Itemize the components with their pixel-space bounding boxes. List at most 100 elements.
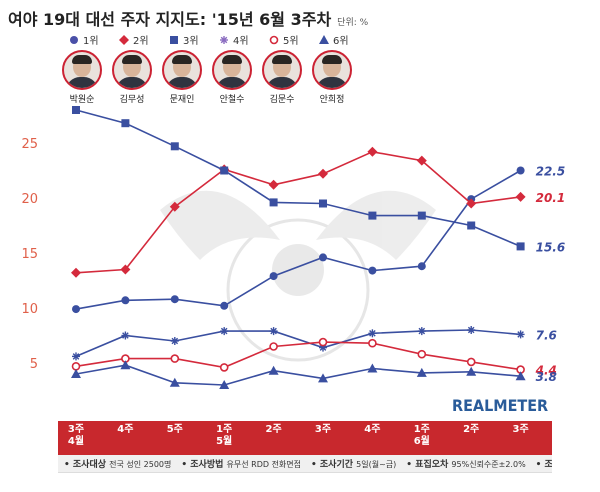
survey-info-value: 유무선 RDD 전화면접 [226, 460, 302, 469]
candidate: 안철수 [210, 50, 254, 105]
data-point [515, 191, 526, 202]
data-point [120, 264, 131, 275]
legend-item: 6위 [318, 32, 349, 47]
data-point [121, 119, 130, 128]
series-path [75, 109, 521, 248]
brand-logo: REALMETER [452, 396, 549, 415]
end-value-label: 22.5 [536, 165, 566, 179]
candidate-name: 김무성 [119, 95, 145, 105]
data-point [367, 363, 378, 373]
data-point [368, 338, 377, 348]
survey-info-item: • 조사기관 리얼미터 [536, 457, 552, 470]
data-point [121, 331, 130, 340]
series-line [71, 337, 525, 374]
survey-info-item: • 조사기간 5일(월~금) [311, 457, 396, 470]
data-point [170, 142, 179, 151]
end-value-label: 4.4 [535, 364, 557, 378]
series-path [75, 150, 521, 274]
circle-icon [70, 35, 78, 44]
end-value-label: 3.8 [536, 370, 557, 384]
series-line [71, 360, 526, 389]
legend-item: 5위 [268, 32, 299, 47]
data-point [220, 166, 229, 175]
legend-label: 4위 [233, 36, 249, 47]
survey-info-value: 전국 성인 2500명 [109, 460, 172, 469]
y-tick-label: 10 [21, 302, 38, 317]
legend-label: 1위 [83, 36, 99, 47]
x-tick-label: 1주 6월 [413, 424, 430, 447]
data-point [516, 330, 525, 339]
candidate: 문재인 [160, 50, 204, 105]
data-point [220, 301, 229, 310]
survey-info-key: • 조사대상 [64, 460, 110, 470]
data-point [515, 371, 526, 381]
data-point [318, 337, 328, 347]
legend-item: 4위 [218, 32, 249, 47]
survey-info-key: • 조사방법 [181, 460, 227, 470]
y-tick-label: 20 [21, 192, 38, 207]
survey-info-key: • 조사기관 [535, 460, 552, 470]
survey-info-value: 95%신뢰수준±2.0% [451, 460, 526, 469]
avatar [262, 50, 302, 90]
x-tick-label: 3주 [314, 424, 332, 435]
survey-info-item: • 조사대상 전국 성인 2500명 [64, 457, 171, 470]
candidate: 박원순 [60, 50, 104, 105]
data-point [219, 363, 229, 372]
data-point [170, 337, 179, 345]
data-point [467, 221, 476, 230]
legend: 1위 2위 3위 4위 5위 6위 [68, 32, 368, 47]
data-point [120, 360, 131, 370]
data-point [417, 211, 426, 220]
data-point [319, 253, 327, 262]
x-axis-bar: 3주 4월 4주 5주 1주 5월 2주 3주 4주 1주 6월 2주 3주 [58, 421, 552, 455]
chart-title-text: 여야 19대 대선 주자 지지도: '15년 6월 3주차 [8, 10, 332, 29]
series-path [75, 169, 522, 310]
x-tick-label: 1주 5월 [216, 424, 233, 447]
data-point [319, 199, 327, 208]
data-point [416, 155, 427, 166]
data-point [121, 296, 130, 305]
data-point [71, 361, 81, 371]
avatar [62, 50, 102, 90]
data-point [467, 326, 476, 334]
unit-label: 단위: % [337, 18, 369, 28]
legend-label: 5위 [283, 36, 299, 47]
data-point [220, 327, 229, 336]
survey-info: • 조사대상 전국 성인 2500명 • 조사방법 유무선 RDD 전화면접 • 조… [58, 455, 552, 473]
legend-label: 3위 [183, 36, 199, 47]
candidate: 김무성 [110, 50, 154, 105]
data-point [72, 305, 80, 314]
data-point [417, 327, 426, 336]
candidate-name: 문재인 [169, 95, 195, 105]
candidate-name: 김문수 [269, 95, 295, 105]
survey-info-value: 5일(월~금) [356, 460, 397, 469]
series-line [72, 106, 525, 251]
series-line [72, 326, 525, 361]
candidate-name: 박원순 [69, 95, 95, 105]
y-tick-label: 25 [21, 137, 38, 152]
series-path [75, 329, 521, 358]
end-value-label: 15.6 [536, 240, 566, 254]
x-tick-label: 2주 [265, 424, 282, 435]
data-point [318, 168, 328, 179]
y-tick-label: 15 [21, 247, 38, 262]
series-path [75, 341, 521, 371]
avatar [162, 50, 202, 90]
triangle-icon [319, 34, 329, 44]
data-point [368, 211, 377, 220]
end-value-label: 20.1 [536, 191, 566, 205]
emblem-watermark [160, 190, 436, 362]
candidate: 안희정 [310, 50, 354, 105]
data-point [417, 349, 427, 359]
survey-info-key: • 조사기간 [311, 460, 357, 470]
data-point [268, 365, 279, 375]
legend-label: 2위 [133, 36, 149, 47]
data-point [170, 295, 179, 304]
data-point [269, 327, 278, 336]
legend-label: 6위 [333, 36, 349, 47]
data-point [416, 367, 427, 377]
x-tick-label: 5주 [166, 424, 183, 435]
end-value-label: 7.6 [536, 328, 557, 342]
data-point [269, 272, 278, 281]
